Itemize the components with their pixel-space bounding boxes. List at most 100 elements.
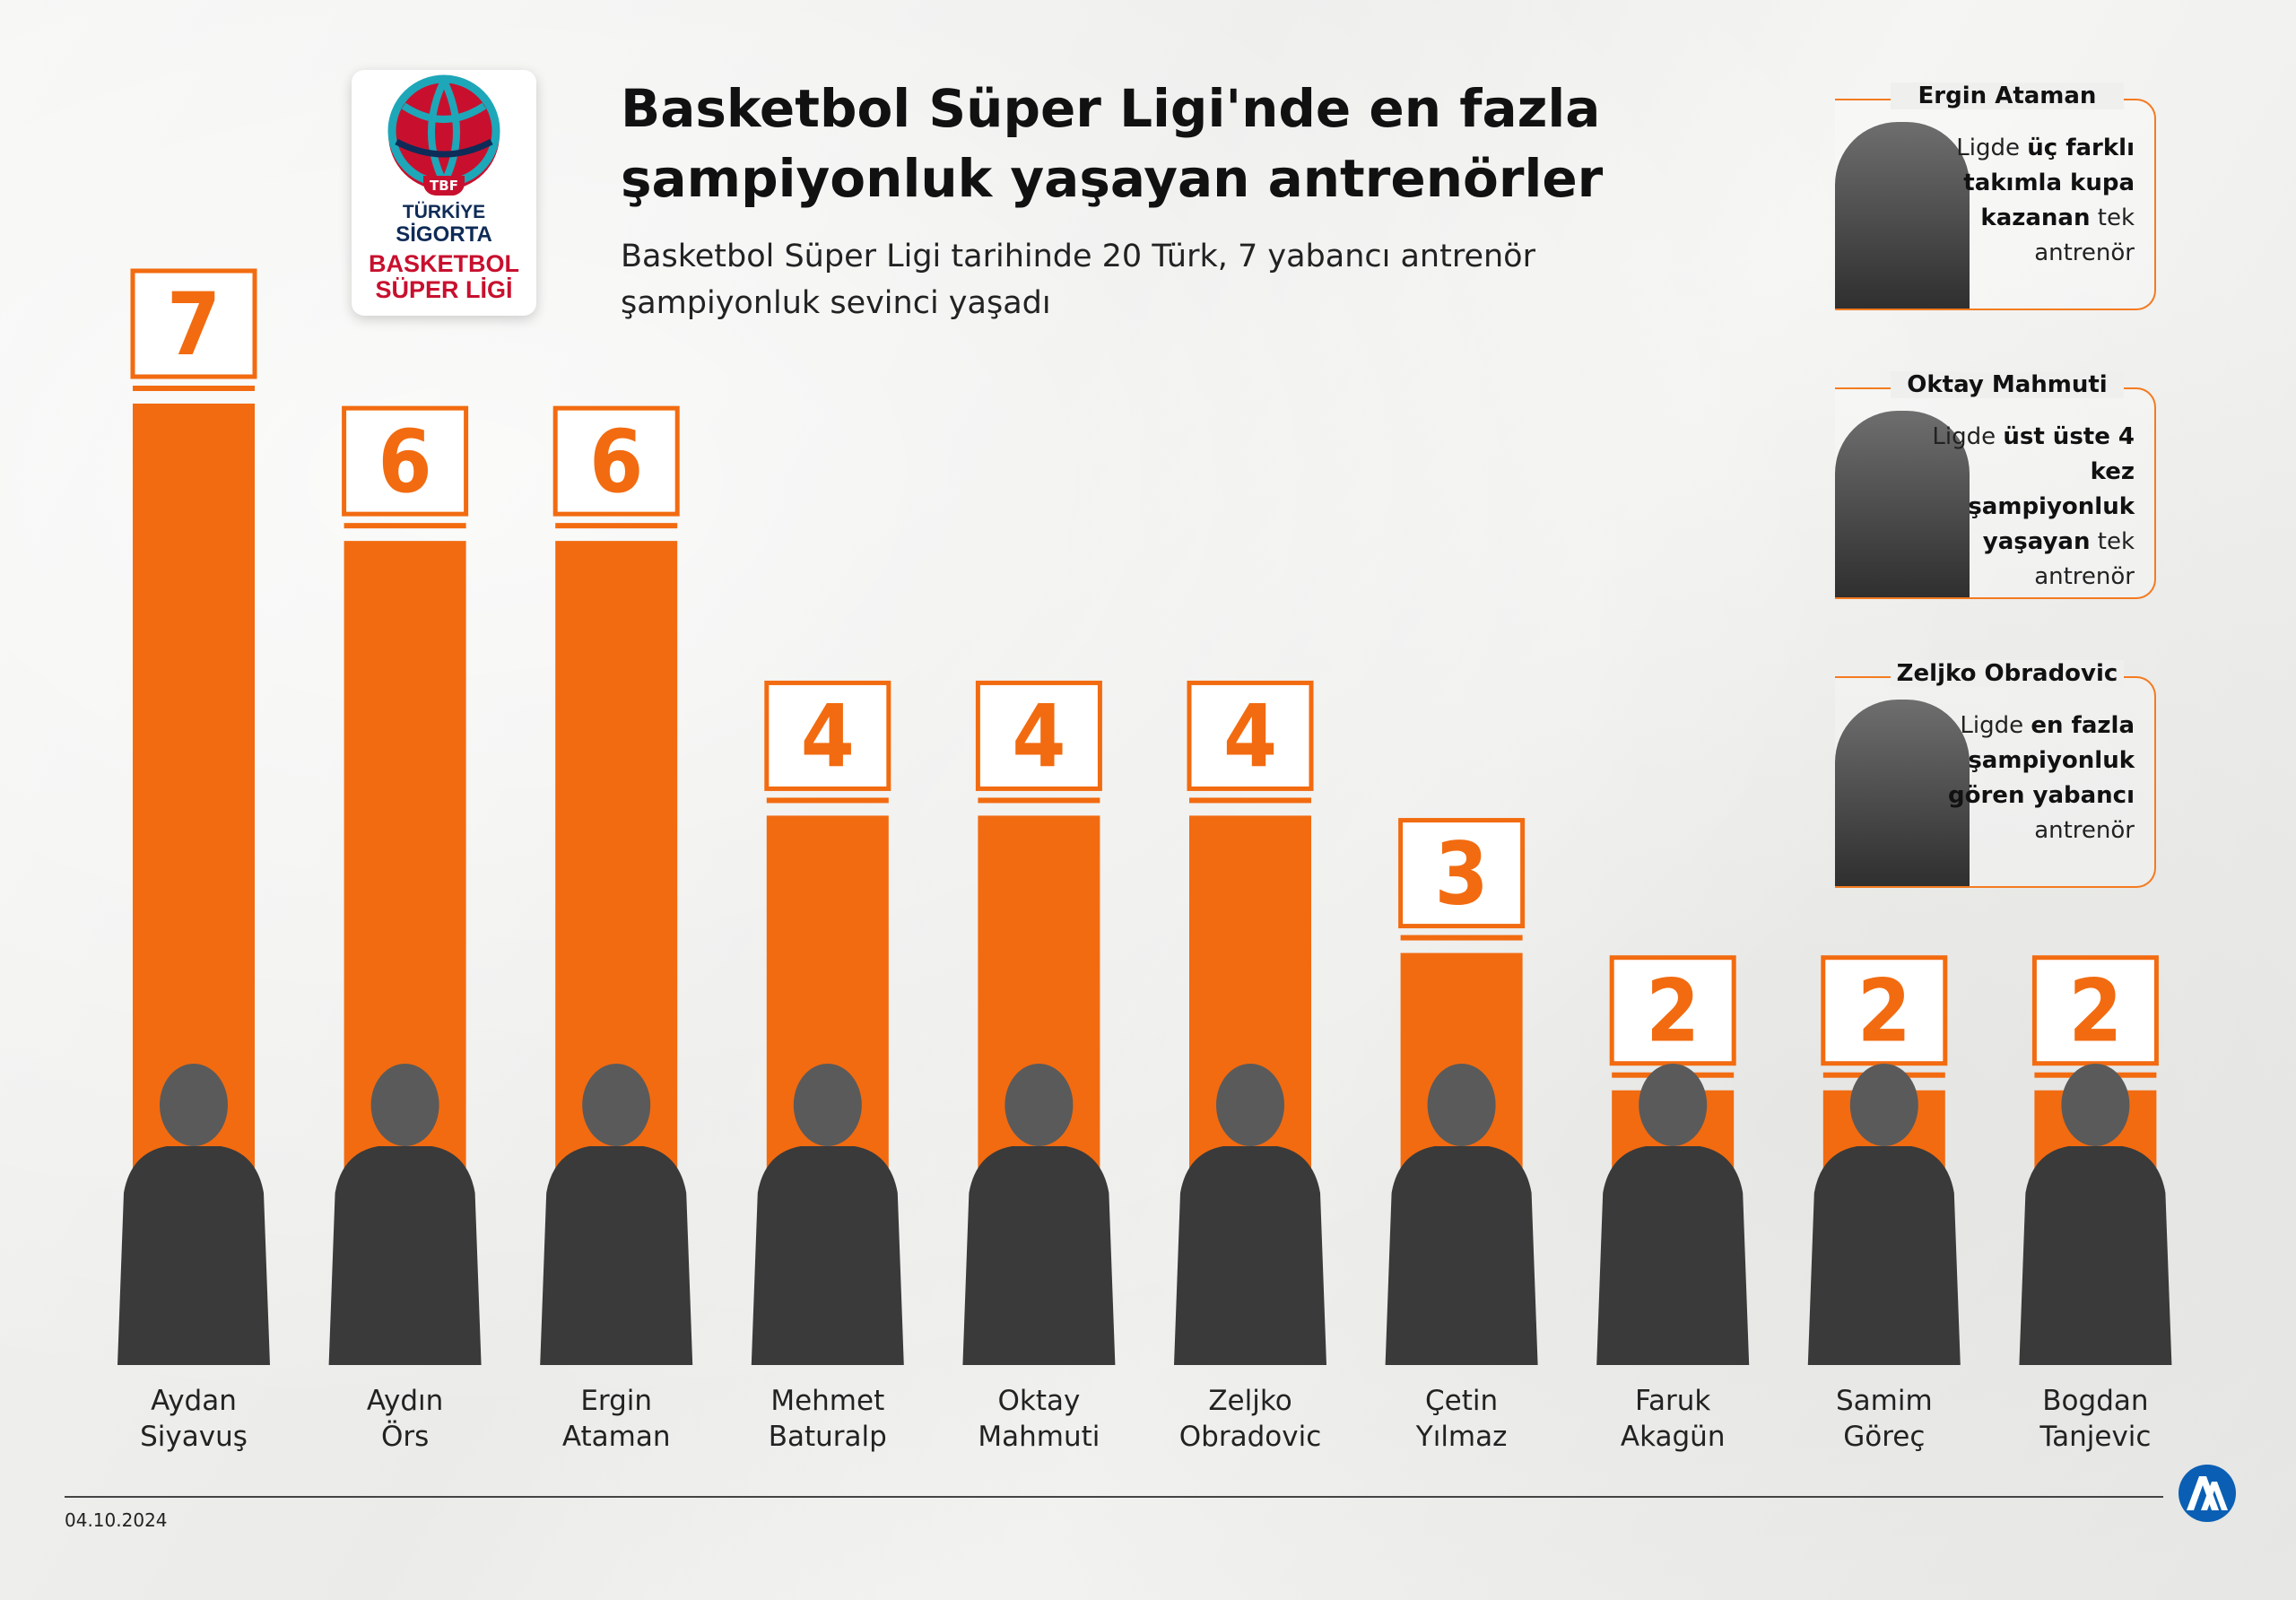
coach-photo-head <box>1004 1064 1074 1146</box>
league-logo: TBF TÜRKİYE SİGORTA BASKETBOL SÜPER LİGİ <box>352 70 536 316</box>
info-card-text-part: Ligde <box>1956 135 2028 161</box>
data-label: 4 <box>1223 686 1277 787</box>
title-line-2: şampiyonluk yaşayan antrenörler <box>621 148 1604 209</box>
category-label: Ataman <box>562 1421 671 1453</box>
logo-line-3: BASKETBOL <box>369 250 519 277</box>
data-label: 2 <box>1646 961 1700 1062</box>
value-box <box>2031 955 2159 1066</box>
coach-photo-head <box>160 1064 228 1146</box>
category-label: Aydan <box>151 1385 237 1417</box>
data-label: 2 <box>1857 961 1911 1062</box>
info-card-text-part: antrenör <box>2034 817 2135 844</box>
category-label: Yılmaz <box>1415 1421 1508 1453</box>
info-card-text-part: Ligde <box>1960 712 2031 739</box>
info-card-name: Ergin Ataman <box>1891 83 2124 109</box>
bar-cap-stripe <box>1400 935 1523 941</box>
data-label: 2 <box>2068 961 2122 1062</box>
value-box <box>1187 680 1314 791</box>
category-label: Aydın <box>367 1385 443 1417</box>
data-label: 3 <box>1435 824 1489 925</box>
info-card-text-bold: üst üste 4 kez şampiyonluk yaşayan <box>1968 423 2135 555</box>
page-subtitle: Basketbol Süper Ligi tarihinde 20 Türk, … <box>621 233 1652 326</box>
coach-photo-body <box>1807 1146 1961 1365</box>
category-label: Mahmuti <box>978 1421 1100 1453</box>
category-label: Akagün <box>1621 1421 1726 1453</box>
category-label: Bogdan <box>2042 1385 2148 1417</box>
coach-photo-body <box>1174 1146 1326 1365</box>
coach-photo-head <box>1216 1064 1284 1146</box>
value-box <box>552 405 680 517</box>
coach-photo-head <box>1849 1064 1918 1146</box>
data-label: 4 <box>801 686 855 787</box>
subtitle-line-1: Basketbol Süper Ligi tarihinde 20 Türk, … <box>621 239 1535 274</box>
coach-photo-head <box>793 1064 862 1146</box>
info-card-frame: Ligde en fazla şampiyonluk gören yabancı… <box>1835 676 2156 888</box>
coach-photo-head <box>2061 1064 2130 1146</box>
info-card: Ligde en fazla şampiyonluk gören yabancı… <box>1835 660 2156 888</box>
info-card-text-part: Ligde <box>1932 423 2004 450</box>
coach-photo-head <box>1427 1064 1496 1146</box>
bar-cap-stripe <box>133 386 255 391</box>
info-card: Ligde üst üste 4 kez şampiyonluk yaşayan… <box>1835 371 2156 599</box>
info-card-text-part: tek antrenör <box>2034 204 2135 266</box>
info-card: Ligde üç farklı takımla kupa kazanan tek… <box>1835 83 2156 310</box>
category-label: Ergin <box>580 1385 652 1417</box>
footer-rule <box>65 1496 2163 1498</box>
category-label: Oktay <box>997 1385 1080 1417</box>
bar-cap-stripe <box>766 797 889 804</box>
publish-date: 04.10.2024 <box>65 1509 168 1531</box>
category-label: Örs <box>381 1420 429 1453</box>
logo-line-1: TÜRKİYE <box>402 202 486 222</box>
value-box <box>1398 818 1526 929</box>
category-label: Obradovic <box>1179 1421 1321 1453</box>
info-card-text: Ligde üst üste 4 kez şampiyonluk yaşayan… <box>1919 420 2135 595</box>
info-card-frame: Ligde üst üste 4 kez şampiyonluk yaşayan… <box>1835 387 2156 599</box>
coach-photo-body <box>1385 1146 1538 1365</box>
category-label: Mehmet <box>770 1385 884 1417</box>
coach-photo-body <box>1596 1146 1750 1365</box>
coach-photo <box>1835 122 1970 309</box>
bar-cap-stripe <box>1189 797 1311 804</box>
basketball-logo-icon <box>387 74 500 190</box>
category-label: Zeljko <box>1208 1385 1292 1417</box>
logo-line-2: SİGORTA <box>396 222 492 247</box>
value-box <box>1821 955 1948 1066</box>
info-card-name: Zeljko Obradovic <box>1891 660 2124 687</box>
coach-photo-head <box>370 1064 439 1146</box>
info-card-name: Oktay Mahmuti <box>1891 371 2124 398</box>
category-label: Samim <box>1836 1385 1933 1417</box>
info-card-text: Ligde üç farklı takımla kupa kazanan tek… <box>1919 131 2135 271</box>
value-box <box>764 680 891 791</box>
bar-cap-stripe <box>555 523 678 529</box>
page-title: Basketbol Süper Ligi'nde en fazla şampiy… <box>621 74 1697 213</box>
coach-photo <box>1835 411 1970 597</box>
coach-photo-body <box>117 1146 270 1365</box>
coach-photo-body <box>2019 1146 2172 1365</box>
data-label: 6 <box>589 412 643 512</box>
info-card-frame: Ligde üç farklı takımla kupa kazanan tek… <box>1835 99 2156 310</box>
aa-agency-logo-icon <box>2179 1465 2236 1522</box>
category-label: Faruk <box>1635 1385 1710 1417</box>
data-label: 6 <box>378 412 432 512</box>
category-label: Çetin <box>1425 1385 1498 1417</box>
title-line-1: Basketbol Süper Ligi'nde en fazla <box>621 78 1601 139</box>
coach-photo-body <box>751 1146 904 1365</box>
value-box <box>342 405 469 517</box>
data-label: 7 <box>167 274 221 375</box>
value-box <box>1609 955 1736 1066</box>
category-label: Tanjevic <box>2039 1421 2151 1453</box>
coach-photo-body <box>328 1146 482 1365</box>
coach-photo-body <box>962 1146 1116 1365</box>
category-label: Baturalp <box>769 1421 887 1453</box>
bar-cap-stripe <box>344 523 466 529</box>
coach-photo-body <box>540 1146 693 1365</box>
value-box <box>975 680 1102 791</box>
logo-tbf: TBF <box>423 176 465 196</box>
bar-cap-stripe <box>978 797 1100 804</box>
data-label: 4 <box>1012 686 1065 787</box>
info-card-text-part: tek antrenör <box>2034 528 2135 590</box>
coach-photo-head <box>582 1064 651 1146</box>
info-card-text-bold: üç farklı takımla kupa kazanan <box>1963 135 2135 231</box>
subtitle-line-2: şampiyonluk sevinci yaşadı <box>621 285 1051 321</box>
